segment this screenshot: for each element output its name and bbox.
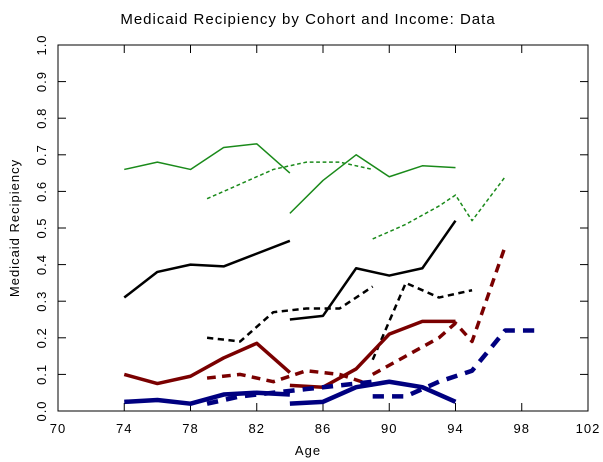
x-tick-label: 98 <box>514 421 530 436</box>
x-tick-label: 82 <box>249 421 265 436</box>
series-line <box>123 341 292 386</box>
series-line <box>206 161 373 200</box>
y-axis-label: Medicaid Recipiency <box>7 159 22 297</box>
series-line <box>289 219 457 321</box>
series-line <box>206 379 373 406</box>
y-tick-label: 0.5 <box>34 217 49 238</box>
x-tick-label: 90 <box>381 421 397 436</box>
series-line <box>371 245 507 376</box>
y-tick-label: 1.0 <box>34 34 49 55</box>
series-line <box>372 176 506 240</box>
series-line <box>206 368 374 388</box>
x-tick-label: 74 <box>116 421 132 436</box>
y-tick-label: 0.6 <box>34 181 49 202</box>
x-tick-label: 78 <box>182 421 198 436</box>
x-axis-label: Age <box>295 443 321 458</box>
series-line <box>123 239 291 299</box>
y-tick-label: 0.4 <box>34 254 49 275</box>
chart-title: Medicaid Recipiency by Cohort and Income… <box>120 11 495 28</box>
y-tick-label: 0.7 <box>34 144 49 165</box>
y-tick-label: 0.2 <box>34 327 49 348</box>
series-line <box>289 154 456 214</box>
series-line <box>289 319 456 389</box>
series-line <box>371 281 473 361</box>
y-tick-label: 0.1 <box>34 364 49 385</box>
y-tick-label: 0.8 <box>34 108 49 129</box>
series-line <box>289 379 457 406</box>
series-line <box>124 143 291 174</box>
x-tick-label: 102 <box>576 421 601 436</box>
plot-frame <box>57 44 589 412</box>
series-line <box>372 328 539 399</box>
x-tick-label: 94 <box>447 421 463 436</box>
x-tick-label: 86 <box>315 421 331 436</box>
series-line <box>124 390 290 406</box>
y-tick-label: 0.0 <box>34 400 49 421</box>
x-tick-label: 70 <box>50 421 66 436</box>
series-line <box>206 285 374 343</box>
y-tick-label: 0.3 <box>34 291 49 312</box>
y-tick-label: 0.9 <box>34 71 49 92</box>
